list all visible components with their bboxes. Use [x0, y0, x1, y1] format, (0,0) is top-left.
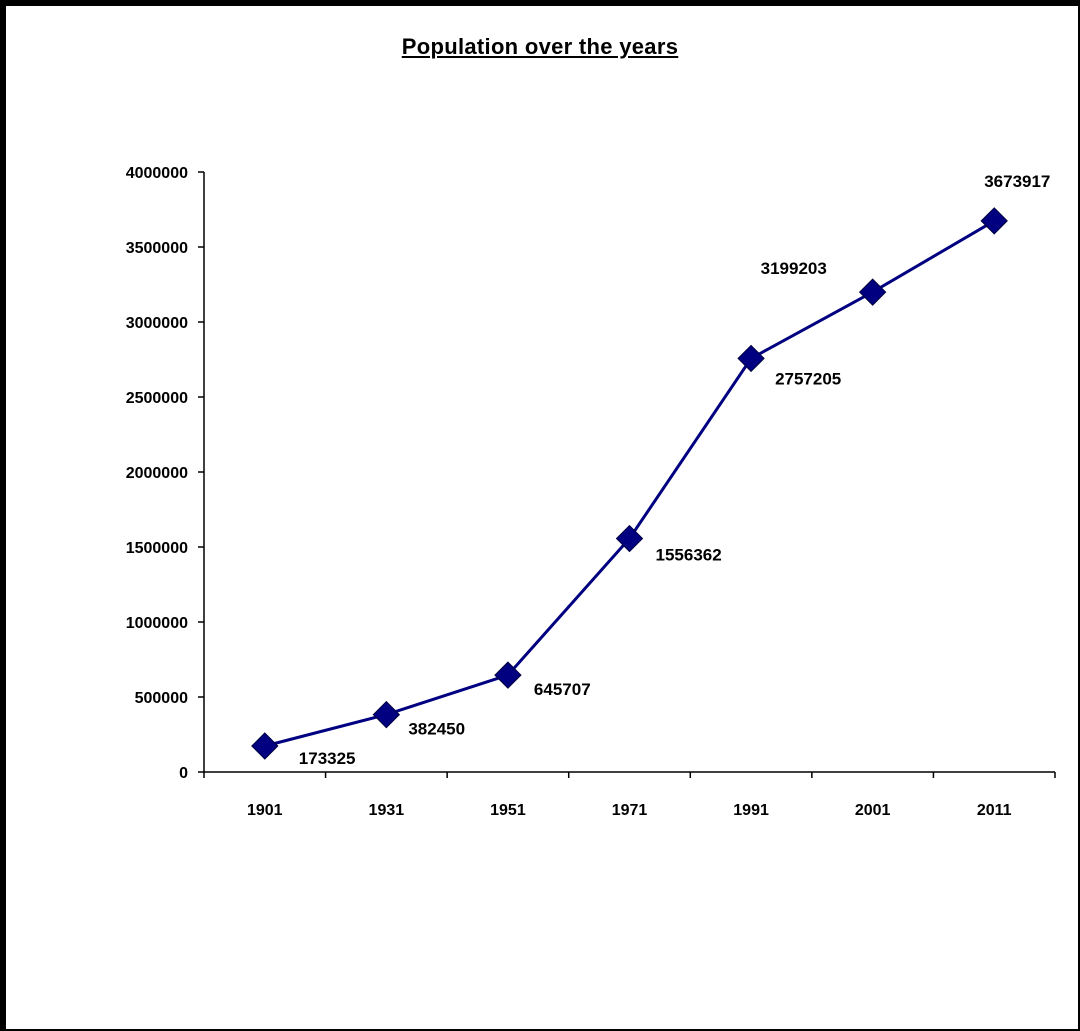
x-tick-label: 1991 [733, 802, 769, 819]
data-label: 3199203 [761, 259, 827, 278]
y-tick-label: 2500000 [126, 390, 188, 407]
data-point-marker [737, 344, 765, 373]
data-point-marker [251, 732, 279, 760]
data-point-marker [615, 524, 644, 553]
data-point-marker [980, 207, 1008, 235]
data-label: 382450 [408, 720, 465, 739]
y-tick-label: 1000000 [126, 615, 188, 632]
data-label: 1556362 [656, 546, 722, 565]
data-label: 2757205 [775, 369, 841, 388]
y-tick-label: 4000000 [126, 165, 188, 182]
x-tick-label: 2001 [855, 802, 891, 819]
x-tick-label: 1951 [490, 802, 526, 819]
data-label: 3673917 [984, 172, 1050, 191]
y-tick-label: 0 [179, 765, 188, 782]
data-point-marker [858, 278, 887, 306]
chart-title: Population over the years [401, 34, 679, 59]
data-label: 173325 [299, 749, 356, 768]
y-tick-label: 3500000 [126, 240, 188, 257]
series-line [264, 219, 995, 748]
x-tick-label: 1931 [369, 802, 405, 819]
y-tick-label: 3000000 [126, 315, 188, 332]
x-tick-label: 1971 [612, 802, 648, 819]
x-tick-label: 2011 [977, 802, 1012, 819]
data-point-marker [372, 700, 401, 729]
data-point-marker [494, 661, 522, 689]
y-tick-label: 1500000 [126, 540, 188, 557]
y-tick-label: 2000000 [126, 465, 188, 482]
x-tick-label: 1901 [247, 802, 283, 819]
data-label: 645707 [534, 680, 591, 699]
y-tick-label: 500000 [135, 690, 188, 707]
